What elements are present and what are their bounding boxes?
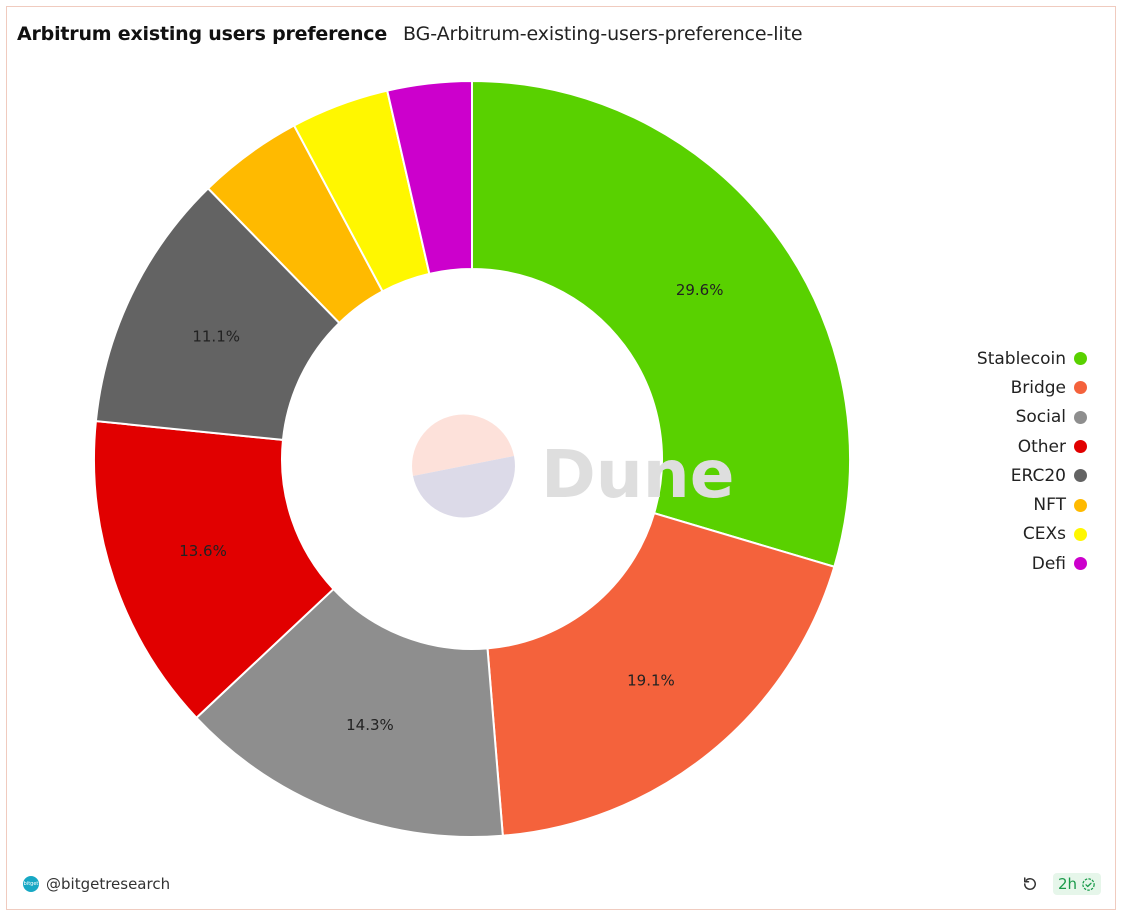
legend-swatch: [1074, 352, 1087, 366]
legend-label: CEXs: [1022, 524, 1066, 545]
slice-erc20[interactable]: [94, 186, 341, 442]
legend-swatch: [1074, 381, 1087, 395]
legend-item-nft[interactable]: NFT: [867, 490, 1087, 519]
legend-swatch: [1074, 498, 1087, 512]
legend-label: ERC20: [1010, 465, 1066, 486]
author-avatar[interactable]: bitget: [23, 876, 39, 892]
legend-label: Other: [1017, 436, 1066, 457]
refresh-icon[interactable]: [1021, 875, 1039, 893]
chart-header: Arbitrum existing users preference BG-Ar…: [17, 19, 803, 49]
legend-swatch: [1074, 469, 1087, 483]
slice-defi[interactable]: [386, 79, 473, 276]
chart-legend: Stablecoin Bridge Social Other ERC20 NFT CEXs D…: [867, 344, 1087, 578]
legend-swatch: [1074, 527, 1087, 541]
query-name[interactable]: BG-Arbitrum-existing-users-preference-li…: [403, 23, 803, 45]
legend-item-cexs[interactable]: CEXs: [867, 520, 1087, 549]
legend-item-social[interactable]: Social: [867, 403, 1087, 432]
chart-slice-labels: 29.6% 19.1% 14.3% 13.6% 11.1%: [179, 281, 723, 734]
legend-item-defi[interactable]: Defi: [867, 549, 1087, 578]
slice-social[interactable]: [195, 587, 504, 838]
watermark-text: Dune: [541, 436, 735, 513]
check-circle-icon: [1082, 877, 1095, 891]
author-name[interactable]: @bitgetresearch: [46, 875, 171, 893]
legend-label: NFT: [1033, 495, 1066, 516]
legend-label: Defi: [1031, 553, 1066, 574]
legend-item-bridge[interactable]: Bridge: [867, 373, 1087, 402]
legend-swatch: [1074, 410, 1087, 424]
legend-label: Stablecoin: [976, 348, 1066, 369]
legend-item-erc20[interactable]: ERC20: [867, 461, 1087, 490]
watermark-logo-top-icon: [412, 414, 514, 476]
last-run-age: 2h: [1057, 875, 1077, 893]
slice-label-other: 13.6%: [179, 542, 227, 560]
legend-label: Social: [1015, 407, 1066, 428]
legend-swatch: [1074, 557, 1087, 571]
author-info[interactable]: bitget @bitgetresearch: [23, 875, 170, 893]
dune-watermark: Dune: [412, 414, 735, 518]
footer-status: 2h: [1021, 873, 1101, 895]
legend-item-other[interactable]: Other: [867, 432, 1087, 461]
watermark-logo-bottom-icon: [413, 456, 515, 518]
chart-slices: [93, 79, 851, 838]
last-run-badge[interactable]: 2h: [1052, 873, 1101, 895]
slice-stablecoin[interactable]: [471, 79, 851, 568]
chart-title: Arbitrum existing users preference: [17, 23, 388, 45]
slice-label-bridge: 19.1%: [627, 672, 675, 690]
slice-label-stablecoin: 29.6%: [676, 281, 724, 299]
legend-item-stablecoin[interactable]: Stablecoin: [867, 344, 1087, 373]
slice-bridge[interactable]: [486, 511, 836, 837]
slice-label-erc20: 11.1%: [192, 328, 240, 346]
legend-swatch: [1074, 440, 1087, 454]
slice-label-social: 14.3%: [346, 716, 394, 734]
slice-other[interactable]: [93, 419, 335, 720]
donut-chart: 29.6% 19.1% 14.3% 13.6% 11.1% Dune: [93, 79, 851, 838]
legend-label: Bridge: [1010, 377, 1066, 398]
chart-card: Arbitrum existing users preference BG-Ar…: [6, 6, 1116, 910]
